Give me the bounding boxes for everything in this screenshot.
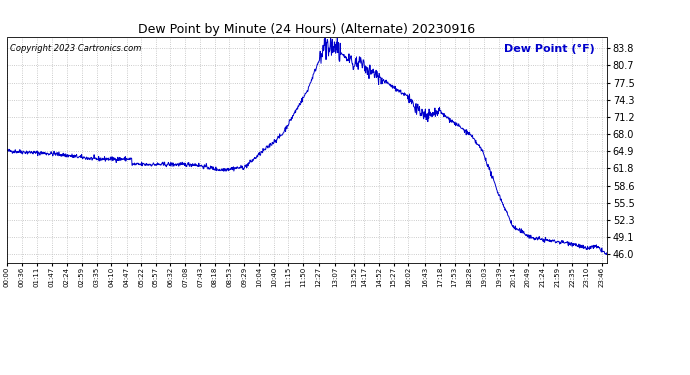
Text: Dew Point (°F): Dew Point (°F) [504,44,595,54]
Title: Dew Point by Minute (24 Hours) (Alternate) 20230916: Dew Point by Minute (24 Hours) (Alternat… [139,23,475,36]
Text: Copyright 2023 Cartronics.com: Copyright 2023 Cartronics.com [10,44,141,53]
